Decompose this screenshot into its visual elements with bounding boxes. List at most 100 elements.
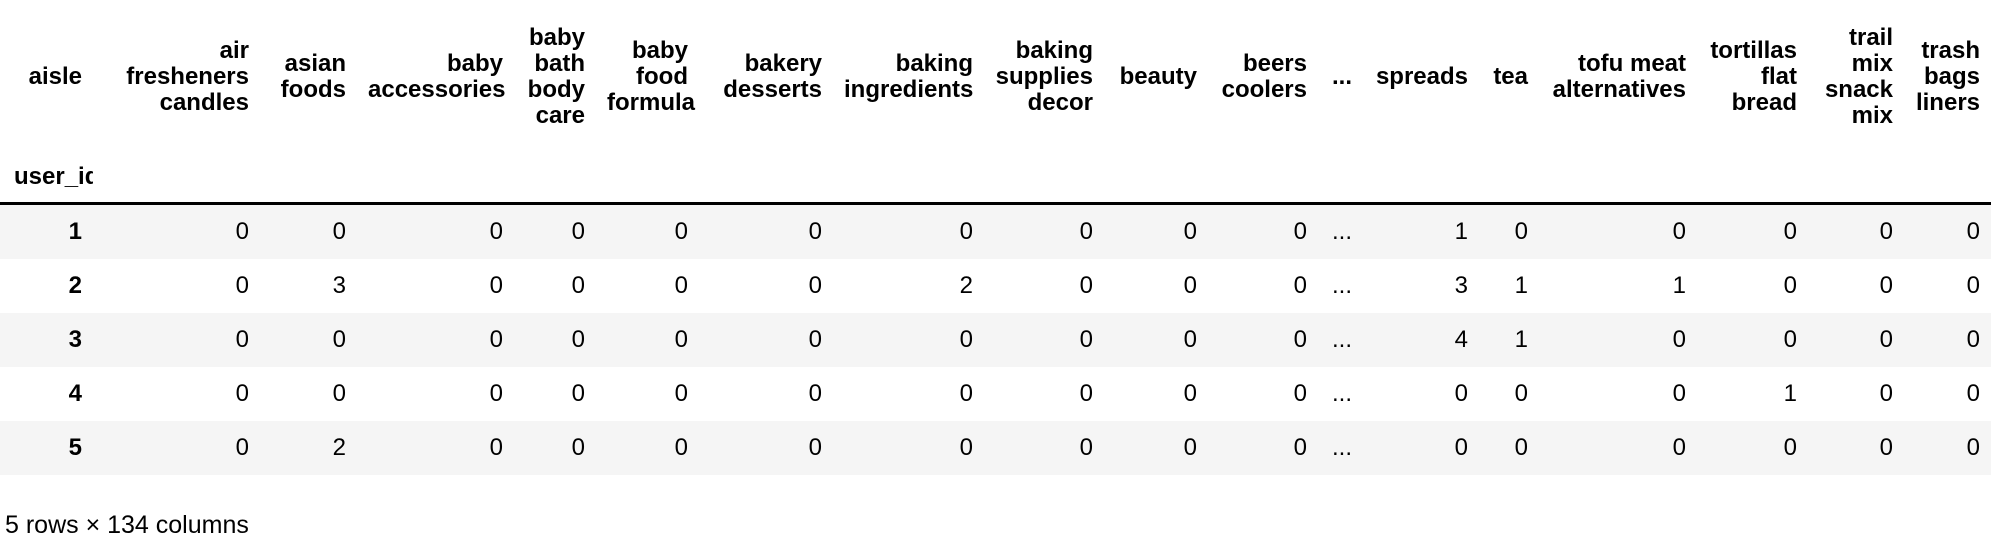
table-cell: 0 [235, 326, 249, 353]
table-cell: 0 [1454, 380, 1468, 407]
table-row: 3 0 0 0 0 0 0 0 0 0 0 ... 4 1 0 0 0 [0, 313, 1991, 367]
table-cell: 0 [1879, 272, 1893, 299]
table-cell: 0 [1966, 272, 1980, 299]
index-axis-name: user_id [0, 154, 93, 205]
table-cell: 0 [1672, 218, 1686, 245]
column-header: beauty [1119, 63, 1197, 90]
column-header: tofu meat alternatives [1552, 50, 1686, 103]
column-header: baking supplies decor [995, 37, 1093, 116]
row-index: 4 [68, 380, 82, 407]
table-cell: 0 [808, 272, 822, 299]
column-header: tea [1493, 63, 1528, 90]
table-cell: 0 [235, 218, 249, 245]
table-cell: 0 [674, 218, 688, 245]
table-cell: 0 [674, 434, 688, 461]
table-cell: 1 [1514, 272, 1528, 299]
table-cell: 0 [674, 326, 688, 353]
table-cell: 0 [1183, 380, 1197, 407]
table-cell: 1 [1454, 218, 1468, 245]
table-cell: 1 [1514, 326, 1528, 353]
table-cell: 0 [1879, 326, 1893, 353]
table-cell: 0 [1966, 434, 1980, 461]
table-cell: 0 [1293, 272, 1307, 299]
table-cell: 3 [1454, 272, 1468, 299]
table-cell: 0 [1514, 218, 1528, 245]
table-cell: 0 [674, 380, 688, 407]
table-cell: 4 [1454, 326, 1468, 353]
table-cell: 1 [1783, 380, 1797, 407]
table-cell: 0 [571, 272, 585, 299]
table-cell: 0 [1783, 272, 1797, 299]
table-cell-ellipsis: ... [1331, 218, 1352, 245]
column-header: air fresheners candles [126, 37, 249, 116]
dataframe-scroll-container: aisle air fresheners candles asian foods… [0, 0, 1991, 461]
table-cell: 0 [1783, 434, 1797, 461]
dataframe-header: aisle air fresheners candles asian foods… [0, 0, 1991, 205]
table-cell: 1 [1672, 272, 1686, 299]
table-cell-ellipsis: ... [1331, 434, 1352, 461]
table-cell: 0 [1293, 380, 1307, 407]
table-cell: 0 [235, 434, 249, 461]
table-cell-ellipsis: ... [1331, 380, 1352, 407]
column-header: asian foods [280, 50, 346, 103]
table-cell: 3 [332, 272, 346, 299]
columns-axis-name: aisle [28, 63, 82, 90]
table-cell: 0 [571, 380, 585, 407]
table-cell: 0 [1183, 272, 1197, 299]
table-row: 1 0 0 0 0 0 0 0 0 0 0 ... 1 0 0 0 0 [0, 203, 1991, 259]
table-cell: 0 [1079, 272, 1093, 299]
index-name-row: user_id [0, 154, 1991, 205]
table-cell: 2 [332, 434, 346, 461]
table-cell: 0 [332, 218, 346, 245]
table-cell: 0 [489, 326, 503, 353]
table-cell: 0 [1183, 326, 1197, 353]
table-cell: 0 [1514, 380, 1528, 407]
table-cell: 0 [571, 218, 585, 245]
table-cell: 0 [808, 434, 822, 461]
column-header-ellipsis: ... [1331, 63, 1352, 90]
table-cell: 0 [571, 326, 585, 353]
table-row: 2 0 3 0 0 0 0 2 0 0 0 ... 3 1 1 0 0 [0, 259, 1991, 313]
table-cell: 0 [1966, 380, 1980, 407]
table-cell: 0 [808, 380, 822, 407]
column-header: baby accessories [368, 50, 506, 103]
row-index: 2 [68, 272, 82, 299]
table-cell: 0 [1183, 218, 1197, 245]
table-cell: 0 [808, 326, 822, 353]
table-cell: 0 [1783, 326, 1797, 353]
table-cell: 2 [959, 272, 973, 299]
row-index: 3 [68, 326, 82, 353]
table-cell: 0 [1293, 218, 1307, 245]
table-cell: 0 [489, 434, 503, 461]
column-header: trail mix snack mix [1824, 24, 1893, 129]
table-cell: 0 [235, 380, 249, 407]
table-cell: 0 [1079, 380, 1093, 407]
table-cell: 0 [1879, 380, 1893, 407]
table-cell: 0 [1079, 218, 1093, 245]
table-cell: 0 [1079, 434, 1093, 461]
column-header: bakery desserts [723, 50, 822, 103]
table-cell: 0 [959, 380, 973, 407]
column-header: baby food formula [607, 37, 696, 116]
table-cell: 0 [1293, 326, 1307, 353]
table-cell: 0 [808, 218, 822, 245]
table-cell: 0 [674, 272, 688, 299]
table-cell: 0 [1293, 434, 1307, 461]
table-cell: 0 [489, 380, 503, 407]
dimensions-summary: 5 rows × 134 columns [5, 511, 249, 539]
row-index: 5 [68, 434, 82, 461]
row-index: 1 [68, 218, 82, 245]
table-cell: 0 [489, 218, 503, 245]
table-cell: 0 [1079, 326, 1093, 353]
table-cell: 0 [1966, 218, 1980, 245]
column-header: baking ingredients [844, 50, 974, 103]
table-cell: 0 [1672, 380, 1686, 407]
table-cell: 0 [959, 434, 973, 461]
table-cell-ellipsis: ... [1331, 272, 1352, 299]
column-header: tortillas flat bread [1710, 37, 1797, 116]
table-cell: 0 [489, 272, 503, 299]
table-cell-ellipsis: ... [1331, 326, 1352, 353]
column-header-row: aisle air fresheners candles asian foods… [0, 0, 1991, 154]
table-cell: 0 [1783, 218, 1797, 245]
